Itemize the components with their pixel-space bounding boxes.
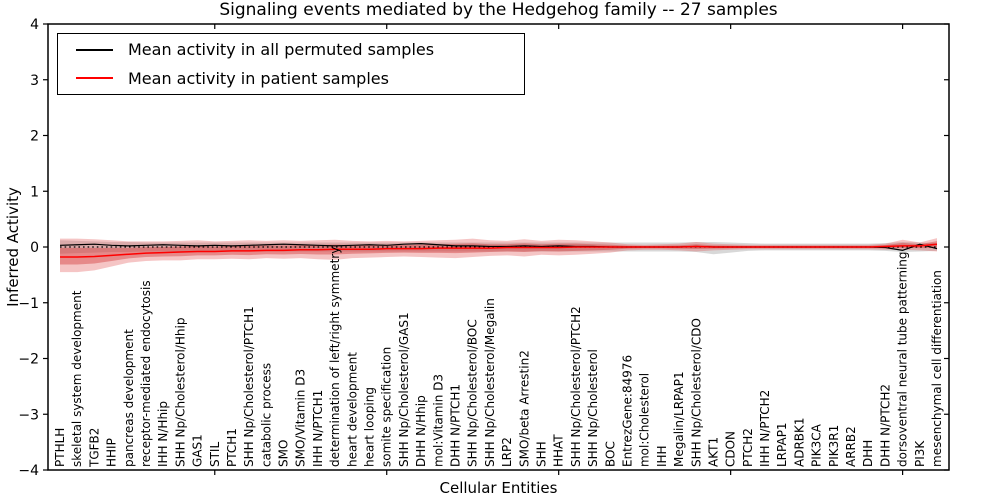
legend: Mean activity in all permuted samples Me… bbox=[57, 33, 525, 95]
x-tick-label: catabolic process bbox=[259, 363, 273, 467]
x-tick-label: SHH Np/Cholesterol/PTCH2 bbox=[569, 306, 583, 467]
x-tick-label: SMO/Vitamin D3 bbox=[294, 369, 308, 467]
y-tick-label: 3 bbox=[30, 73, 39, 89]
x-tick-label: PTCH1 bbox=[225, 428, 239, 467]
x-tick-label: DHH N/PTCH1 bbox=[449, 384, 463, 467]
legend-entry-permuted: Mean activity in all permuted samples bbox=[76, 37, 524, 63]
y-tick-label: 4 bbox=[30, 17, 39, 33]
y-tick-label: −4 bbox=[18, 463, 39, 479]
x-tick-label: PTHLH bbox=[53, 428, 67, 467]
x-tick-label: CDON bbox=[724, 431, 738, 467]
x-tick-label: IHH N/Hhip bbox=[156, 401, 170, 467]
x-tick-label: somite specification bbox=[380, 347, 394, 467]
x-tick-label: SMO/beta Arrestin2 bbox=[517, 350, 531, 467]
x-tick-label: heart development bbox=[345, 352, 359, 467]
x-tick-label: mol:Vitamin D3 bbox=[431, 374, 445, 467]
x-tick-label: pancreas development bbox=[122, 329, 136, 467]
x-tick-label: SHH Np/Cholesterol bbox=[586, 349, 600, 467]
y-tick-label: −3 bbox=[18, 407, 39, 423]
y-axis-label: Inferred Activity bbox=[4, 187, 22, 307]
x-tick-label: SHH Np/Cholesterol/CDO bbox=[689, 318, 703, 467]
x-tick-label: STIL bbox=[208, 442, 222, 467]
x-tick-label: skeletal system development bbox=[70, 290, 84, 467]
x-tick-label: determination of left/right symmetry bbox=[328, 247, 342, 467]
x-tick-label: SMO bbox=[277, 440, 291, 467]
x-tick-label: LRP2 bbox=[500, 437, 514, 467]
x-tick-label: SHH bbox=[534, 441, 548, 467]
legend-entry-patient: Mean activity in patient samples bbox=[76, 65, 524, 91]
x-tick-label: HHIP bbox=[105, 438, 119, 467]
x-tick-label: DHH N/PTCH2 bbox=[878, 384, 892, 467]
x-tick-label: ARRB2 bbox=[844, 426, 858, 467]
x-tick-label: IHH N/PTCH2 bbox=[758, 390, 772, 467]
x-tick-label: HHAT bbox=[552, 434, 566, 467]
x-tick-label: PIK3CA bbox=[810, 423, 824, 467]
legend-line-permuted-icon bbox=[76, 48, 113, 51]
x-tick-label: DHH bbox=[861, 440, 875, 467]
chart-title: Signaling events mediated by the Hedgeho… bbox=[219, 0, 778, 20]
x-tick-label: PIK3R1 bbox=[827, 425, 841, 467]
x-tick-label: GAS1 bbox=[191, 434, 205, 467]
y-tick-label: −2 bbox=[18, 352, 39, 368]
x-tick-label: LRPAP1 bbox=[775, 422, 789, 467]
x-tick-label: heart looping bbox=[363, 387, 377, 467]
x-tick-label: BOC bbox=[603, 441, 617, 467]
x-tick-label: PI3K bbox=[913, 440, 927, 467]
x-tick-label: SHH Np/Cholesterol/PTCH1 bbox=[242, 306, 256, 467]
x-tick-label: SHH Np/Cholesterol/Megalin bbox=[483, 298, 497, 467]
x-tick-label: SHH Np/Cholesterol/Hhip bbox=[173, 318, 187, 467]
y-tick-label: −1 bbox=[18, 296, 39, 312]
x-tick-label: DHH N/Hhip bbox=[414, 395, 428, 467]
x-tick-label: IHH N/PTCH1 bbox=[311, 390, 325, 467]
x-tick-label: mol:Cholesterol bbox=[638, 373, 652, 467]
y-tick-label: 2 bbox=[30, 129, 39, 145]
x-tick-label: EntrezGene:84976 bbox=[620, 355, 634, 467]
x-tick-label: dorsoventral neural tube patterning bbox=[896, 251, 910, 467]
x-tick-label: AKT1 bbox=[706, 437, 720, 467]
x-tick-label: receptor-mediated endocytosis bbox=[139, 280, 153, 467]
x-tick-label: Megalin/LRPAP1 bbox=[672, 371, 686, 467]
y-tick-label: 1 bbox=[30, 184, 39, 200]
x-tick-label: SHH Np/Cholesterol/GAS1 bbox=[397, 312, 411, 467]
y-tick-label: 0 bbox=[30, 240, 39, 256]
legend-label-permuted: Mean activity in all permuted samples bbox=[128, 40, 435, 60]
x-tick-label: TGFB2 bbox=[87, 428, 101, 468]
x-tick-label: mesenchymal cell differentiation bbox=[930, 270, 944, 467]
legend-line-patient-icon bbox=[76, 77, 113, 80]
x-tick-label: SHH Np/Cholesterol/BOC bbox=[466, 319, 480, 467]
x-tick-label: PTCH2 bbox=[741, 428, 755, 467]
legend-label-patient: Mean activity in patient samples bbox=[128, 68, 389, 88]
x-tick-label: IHH bbox=[655, 445, 669, 467]
series-patient-mean-line bbox=[60, 243, 938, 258]
x-tick-label: ADRBK1 bbox=[792, 417, 806, 467]
x-axis-label: Cellular Entities bbox=[439, 479, 558, 497]
